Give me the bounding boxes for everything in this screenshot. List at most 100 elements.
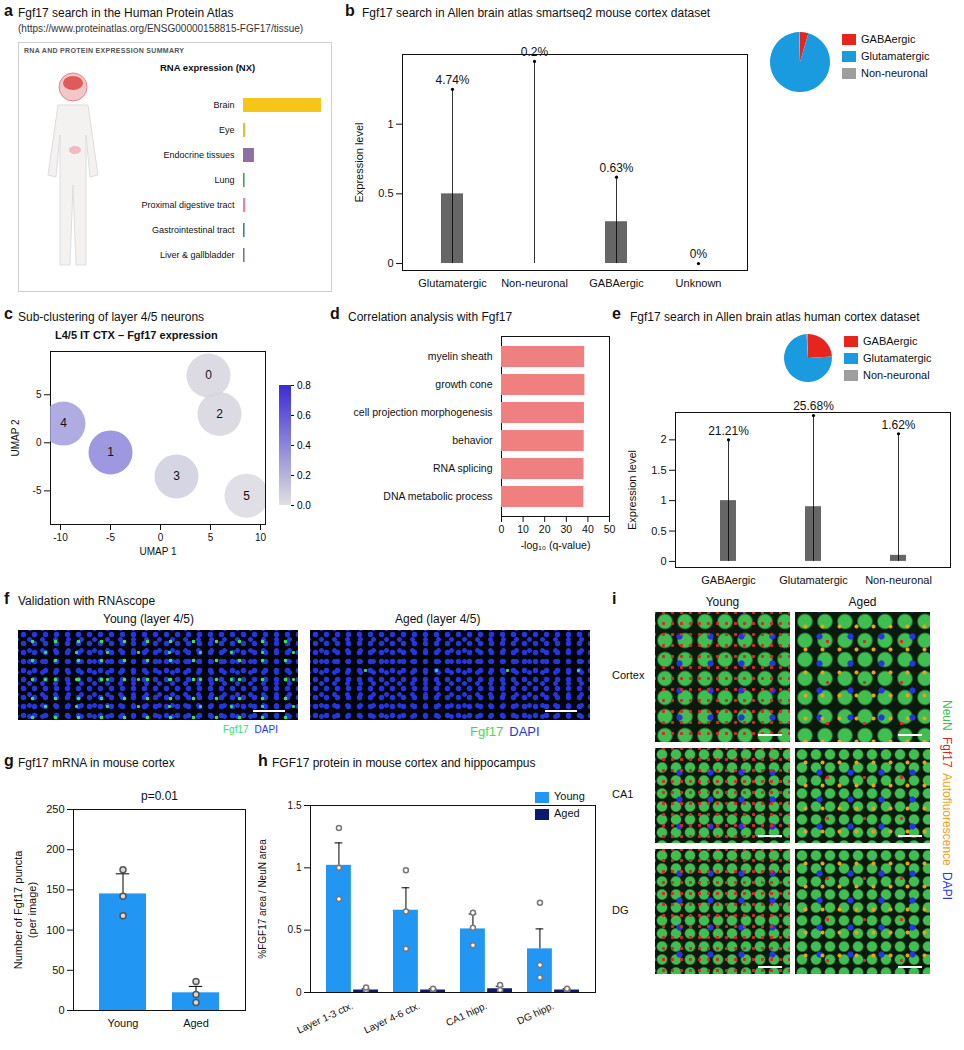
svg-text:%FGF17 area / NeuN area: %FGF17 area / NeuN area (257, 839, 268, 959)
svg-text:10: 10 (517, 523, 529, 535)
svg-text:Aged: Aged (183, 1017, 209, 1029)
html-text:a Fgf17 search in the Human Pr: a Fgf17 search in the Human Protein Atla… (4, 2, 234, 20)
svg-text:0.5: 0.5 (651, 525, 666, 537)
svg-text:UMAP 2: UMAP 2 (10, 419, 21, 456)
svg-text:Layer 4-6 ctx.: Layer 4-6 ctx. (362, 1000, 422, 1036)
svg-text:-5: -5 (33, 485, 42, 496)
html-text:DAPI: DAPI (940, 872, 954, 901)
svg-text:Layer 1-3 ctx.: Layer 1-3 ctx. (295, 1000, 355, 1036)
svg-text:-5: -5 (106, 532, 115, 543)
svg-text:-log₁₀ (q-value): -log₁₀ (q-value) (521, 539, 591, 551)
svg-text:0.2%: 0.2% (521, 45, 549, 59)
svg-text:0.5: 0.5 (378, 187, 393, 199)
svg-text:GABAergic: GABAergic (589, 277, 644, 289)
svg-text:150: 150 (46, 883, 64, 895)
svg-text:0: 0 (36, 437, 42, 448)
html-text:Correlation analysis with Fgf1: Correlation analysis with Fgf17 (348, 310, 513, 324)
svg-text:10: 10 (255, 532, 267, 543)
svg-text:50: 50 (604, 523, 616, 535)
svg-text:growth cone: growth cone (435, 378, 492, 390)
svg-text:0.4: 0.4 (297, 440, 311, 451)
svg-text:1: 1 (387, 118, 393, 130)
svg-text:100: 100 (46, 924, 64, 936)
svg-text:0.6: 0.6 (297, 410, 311, 421)
svg-text:3: 3 (173, 469, 180, 483)
svg-text:0: 0 (296, 987, 302, 998)
svg-text:DNA metabolic process: DNA metabolic process (383, 490, 492, 502)
svg-text:2: 2 (216, 407, 223, 421)
svg-text:Glutamatergic: Glutamatergic (779, 574, 848, 586)
svg-text:0.5: 0.5 (288, 924, 302, 935)
svg-text:0: 0 (660, 555, 666, 567)
svg-text:200: 200 (46, 843, 64, 855)
svg-text:40: 40 (582, 523, 594, 535)
svg-text:DG hipp.: DG hipp. (515, 1000, 555, 1027)
svg-text:Brain: Brain (213, 100, 234, 110)
html-text:h FGF17 protein in mouse corte: h FGF17 protein in mouse cortex and hipp… (258, 752, 536, 770)
svg-text:Gastrointestinal tract: Gastrointestinal tract (152, 225, 235, 235)
html-text:Fgf17 search in Allen brain at: Fgf17 search in Allen brain atlas smarts… (362, 6, 711, 20)
svg-text:0: 0 (499, 523, 505, 535)
svg-text:Endocrine tissues: Endocrine tissues (163, 150, 235, 160)
svg-text:GABAergic: GABAergic (701, 574, 756, 586)
svg-text:5: 5 (243, 489, 250, 503)
svg-text:5: 5 (208, 532, 214, 543)
svg-text:0.63%: 0.63% (599, 161, 633, 175)
svg-text:0.8: 0.8 (297, 380, 311, 391)
svg-text:0%: 0% (690, 247, 708, 261)
svg-text:0.0: 0.0 (297, 500, 311, 511)
svg-text:50: 50 (52, 964, 64, 976)
html-text:c Sub-clustering of layer 4/5: c Sub-clustering of layer 4/5 neurons (4, 305, 205, 324)
svg-text:RNA splicing: RNA splicing (433, 462, 493, 474)
svg-text:cell projection morphogenesis: cell projection morphogenesis (354, 406, 493, 418)
svg-text:UMAP 1: UMAP 1 (139, 546, 176, 557)
svg-text:20: 20 (539, 523, 551, 535)
svg-text:Young: Young (108, 1017, 139, 1029)
html-text:Autofluorescence: Autofluorescence (940, 773, 954, 867)
svg-text:30: 30 (560, 523, 572, 535)
html-text:NeuN: NeuN (940, 700, 954, 731)
html-text:Young (layer 4/5): Young (layer 4/5) (103, 612, 194, 626)
svg-text:1: 1 (107, 445, 114, 459)
svg-text:Eye: Eye (219, 125, 235, 135)
svg-text:5: 5 (36, 389, 42, 400)
svg-text:4: 4 (60, 416, 67, 430)
svg-text:CA1 hipp.: CA1 hipp. (444, 1000, 488, 1029)
svg-text:1.5: 1.5 (651, 464, 666, 476)
svg-text:1.62%: 1.62% (881, 418, 915, 432)
svg-text:1: 1 (296, 862, 302, 873)
svg-text:0.2: 0.2 (297, 470, 311, 481)
svg-text:4.74%: 4.74% (435, 73, 469, 87)
html-text:Aged (layer 4/5): Aged (layer 4/5) (395, 612, 481, 626)
html-text:Aged: Aged (848, 595, 877, 609)
html-text:Validation with RNAscope: Validation with RNAscope (18, 594, 156, 608)
svg-text:Non-neuronal: Non-neuronal (865, 574, 932, 586)
svg-text:21.21%: 21.21% (708, 424, 749, 438)
svg-text:Lung: Lung (214, 175, 234, 185)
html-text:Young: Young (705, 595, 740, 609)
svg-text:myelin sheath: myelin sheath (428, 350, 493, 362)
html-text:Fgf17 DAPI: Fgf17 DAPI (470, 724, 540, 739)
svg-text:250: 250 (46, 803, 64, 815)
svg-text:2: 2 (660, 433, 666, 445)
svg-text:Liver & gallbladder: Liver & gallbladder (160, 250, 235, 260)
svg-text:1.5: 1.5 (288, 800, 302, 811)
html-text:g Fgf17 mRNA in mouse cortex: g Fgf17 mRNA in mouse cortex (4, 752, 175, 770)
svg-text:behavior: behavior (452, 434, 493, 446)
svg-text:Non-neuronal: Non-neuronal (501, 277, 568, 289)
svg-text:1: 1 (660, 494, 666, 506)
html-text:Fgf17: Fgf17 (940, 736, 954, 768)
svg-text:Expression level: Expression level (353, 122, 365, 202)
svg-text:25.68%: 25.68% (793, 399, 834, 413)
svg-text:-10: -10 (53, 532, 68, 543)
svg-text:p=0.01: p=0.01 (141, 789, 178, 803)
svg-text:0: 0 (387, 257, 393, 269)
svg-text:Unknown: Unknown (676, 277, 722, 289)
svg-text:Glutamatergic: Glutamatergic (418, 277, 487, 289)
svg-text:0: 0 (58, 1004, 64, 1016)
html-text:Fgf17 search in Allen brain at: Fgf17 search in Allen brain atlas human … (630, 310, 920, 324)
svg-text:Proximal digestive tract: Proximal digestive tract (141, 200, 235, 210)
svg-text:0: 0 (158, 532, 164, 543)
svg-text:0: 0 (205, 368, 212, 382)
svg-text:Expression level: Expression level (626, 450, 638, 530)
